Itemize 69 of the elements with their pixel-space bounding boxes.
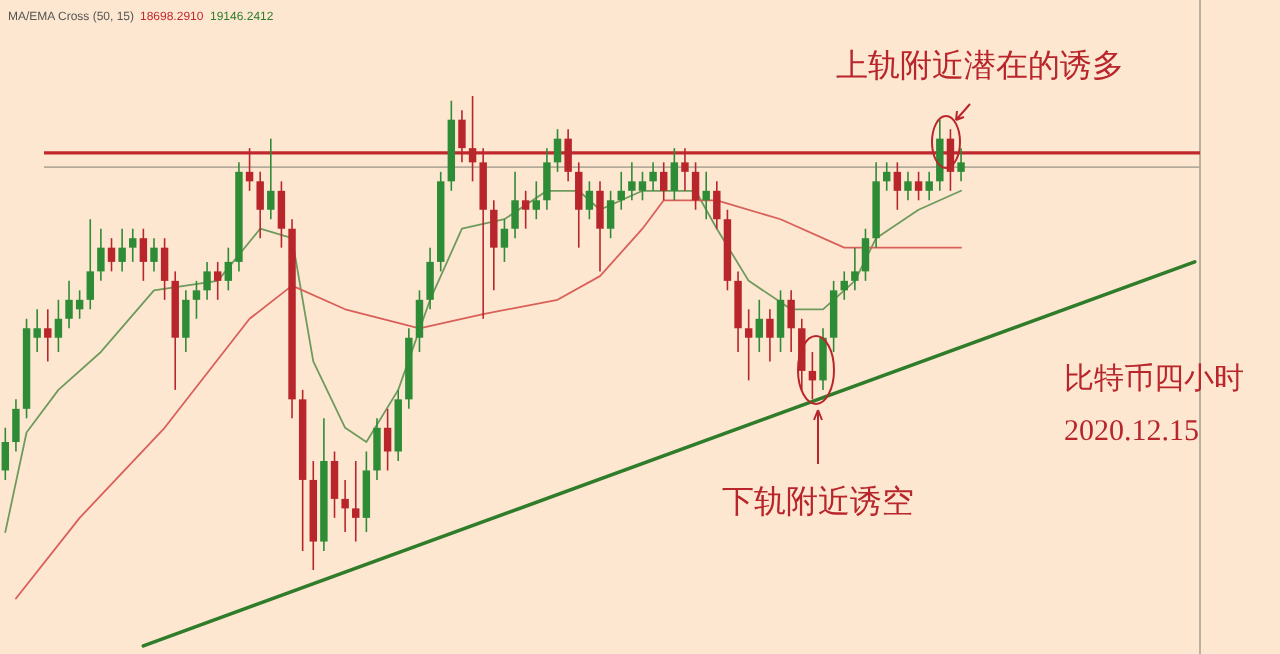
candlestick bbox=[734, 270, 742, 353]
candlestick bbox=[925, 171, 933, 202]
candlestick bbox=[660, 161, 668, 202]
candlestick bbox=[267, 137, 275, 221]
candlestick bbox=[352, 460, 360, 543]
candlestick bbox=[511, 171, 519, 239]
candlestick bbox=[362, 450, 371, 533]
candlestick bbox=[373, 417, 381, 481]
annotation: 上轨附近潜在的诱多 bbox=[836, 50, 1124, 84]
candlestick bbox=[819, 327, 827, 391]
candlestick bbox=[553, 128, 562, 173]
candlestick bbox=[808, 351, 817, 401]
candlestick bbox=[766, 308, 774, 363]
candlestick bbox=[532, 180, 540, 221]
candlestick bbox=[829, 280, 838, 353]
annotation: 下轨附近诱空 bbox=[722, 486, 914, 520]
candlestick bbox=[755, 299, 764, 353]
annotation: 比特币四小时 bbox=[1064, 364, 1244, 396]
candlestick bbox=[160, 237, 169, 301]
candlestick bbox=[606, 190, 615, 239]
candlestick bbox=[341, 479, 349, 533]
candlestick bbox=[182, 289, 190, 353]
candlestick bbox=[851, 246, 859, 292]
candlestick bbox=[107, 237, 116, 273]
candlestick bbox=[713, 180, 721, 230]
candlestick bbox=[575, 161, 583, 249]
candlestick bbox=[617, 171, 625, 211]
candlestick bbox=[426, 246, 434, 311]
candlestick bbox=[256, 171, 264, 239]
candlestick bbox=[521, 190, 530, 230]
candlestick bbox=[224, 246, 233, 292]
candlestick bbox=[596, 180, 604, 273]
candlestick bbox=[585, 180, 594, 221]
candlestick bbox=[54, 299, 63, 353]
candlestick bbox=[691, 161, 700, 211]
candlestick bbox=[649, 161, 657, 192]
candlestick bbox=[330, 450, 339, 519]
annotation: 2020.12.15 bbox=[1064, 416, 1199, 448]
candlestick bbox=[957, 147, 965, 183]
candlestick bbox=[670, 147, 679, 202]
candlestick bbox=[97, 227, 105, 282]
candlestick bbox=[702, 171, 710, 221]
candlestick bbox=[744, 308, 753, 382]
candlestick bbox=[44, 308, 52, 363]
candlestick bbox=[914, 171, 923, 202]
candlestick bbox=[383, 408, 392, 472]
candlestick bbox=[12, 398, 20, 453]
candlestick bbox=[86, 218, 94, 311]
candlestick bbox=[904, 171, 912, 202]
candlestick bbox=[129, 227, 137, 263]
candlestick bbox=[840, 270, 848, 301]
candlestick bbox=[490, 199, 498, 292]
candlestick bbox=[213, 261, 222, 301]
candlestick bbox=[776, 289, 785, 353]
candlestick bbox=[500, 218, 509, 263]
candlestick bbox=[543, 147, 551, 211]
candlestick bbox=[192, 280, 201, 320]
candlestick bbox=[936, 118, 944, 192]
candlestick bbox=[415, 289, 424, 353]
candlestick bbox=[861, 227, 870, 282]
candlestick bbox=[883, 161, 891, 192]
candlestick bbox=[1, 427, 10, 481]
candlestick bbox=[893, 161, 902, 211]
candlestick bbox=[118, 227, 126, 273]
candlestick bbox=[203, 261, 211, 301]
candlestick bbox=[150, 237, 158, 273]
candlestick bbox=[139, 227, 148, 282]
candlestick bbox=[787, 289, 795, 353]
candlestick bbox=[277, 180, 286, 249]
